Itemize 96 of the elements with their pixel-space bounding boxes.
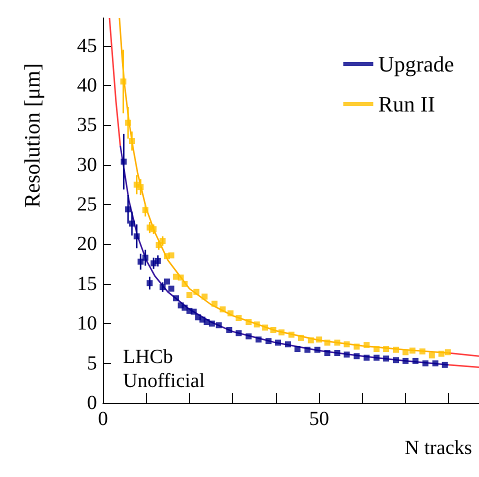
point xyxy=(383,356,390,362)
point xyxy=(288,332,294,338)
point xyxy=(226,326,232,333)
legend-label: Upgrade xyxy=(378,52,454,76)
point xyxy=(202,294,208,300)
point xyxy=(128,220,135,227)
point xyxy=(150,226,157,232)
point xyxy=(402,349,409,356)
point xyxy=(393,346,400,353)
y-tick-label: 20 xyxy=(77,233,97,256)
point xyxy=(146,280,153,286)
point xyxy=(298,334,304,341)
point xyxy=(256,336,262,342)
point xyxy=(125,120,132,126)
y-tick-label: 15 xyxy=(77,272,97,295)
y-tick-label: 45 xyxy=(77,34,97,57)
point xyxy=(294,346,300,352)
point xyxy=(393,357,400,364)
point xyxy=(334,340,340,346)
point xyxy=(160,284,166,290)
y-tick-label: 5 xyxy=(87,352,97,374)
point xyxy=(354,353,360,360)
point xyxy=(142,254,148,261)
y-tick-label: 25 xyxy=(77,194,97,216)
point xyxy=(364,342,370,348)
point xyxy=(316,336,322,342)
point xyxy=(266,338,272,344)
point xyxy=(182,304,188,311)
point xyxy=(208,320,215,327)
point xyxy=(186,292,192,298)
point xyxy=(324,350,330,356)
point xyxy=(409,348,416,354)
point xyxy=(428,352,435,358)
point xyxy=(125,206,132,212)
point xyxy=(246,333,252,340)
point xyxy=(314,346,320,353)
point xyxy=(308,337,314,344)
point xyxy=(220,306,226,312)
point xyxy=(128,138,135,144)
point xyxy=(324,340,330,346)
point xyxy=(374,346,380,352)
point xyxy=(304,346,310,353)
point xyxy=(432,360,438,366)
point xyxy=(173,295,180,302)
point xyxy=(412,358,418,364)
point xyxy=(227,310,234,316)
point xyxy=(236,330,242,336)
legend-label: Run II xyxy=(378,92,436,116)
point xyxy=(270,326,276,333)
point xyxy=(278,329,284,336)
y-tick-label: 0 xyxy=(87,392,97,414)
point xyxy=(422,360,428,366)
point xyxy=(216,322,222,328)
point xyxy=(438,350,444,357)
point xyxy=(168,286,174,292)
point xyxy=(193,288,200,295)
point xyxy=(182,280,188,287)
point xyxy=(120,158,127,165)
point xyxy=(364,354,370,361)
point xyxy=(374,354,380,361)
x-axis-title: N tracks xyxy=(404,437,472,459)
y-tick-label: 30 xyxy=(77,154,97,176)
point xyxy=(444,349,451,356)
point xyxy=(154,258,161,264)
point xyxy=(383,346,390,352)
point xyxy=(344,341,350,348)
point xyxy=(168,252,174,258)
point xyxy=(178,274,184,281)
point xyxy=(419,348,426,354)
y-tick-label: 35 xyxy=(77,114,97,136)
point xyxy=(354,344,360,350)
point xyxy=(160,238,166,244)
point xyxy=(275,340,282,346)
point xyxy=(138,258,144,265)
point xyxy=(190,308,197,315)
point xyxy=(284,341,291,348)
y-tick-label: 10 xyxy=(77,312,97,335)
point xyxy=(442,362,448,368)
point xyxy=(402,358,409,364)
y-axis-title: Resolution [μm] xyxy=(20,63,44,208)
x-tick-label: 50 xyxy=(309,408,330,430)
point xyxy=(134,233,140,240)
point xyxy=(254,321,260,328)
point xyxy=(164,278,170,285)
point xyxy=(262,324,268,331)
point xyxy=(120,78,126,85)
point xyxy=(236,315,242,322)
point xyxy=(142,207,148,214)
point xyxy=(246,319,252,326)
annotation: LHCb Unofficial xyxy=(123,346,206,392)
y-tick-label: 40 xyxy=(77,74,97,96)
point xyxy=(204,319,210,326)
point xyxy=(344,352,350,358)
point xyxy=(138,184,144,190)
point xyxy=(334,350,340,356)
point xyxy=(212,300,218,307)
